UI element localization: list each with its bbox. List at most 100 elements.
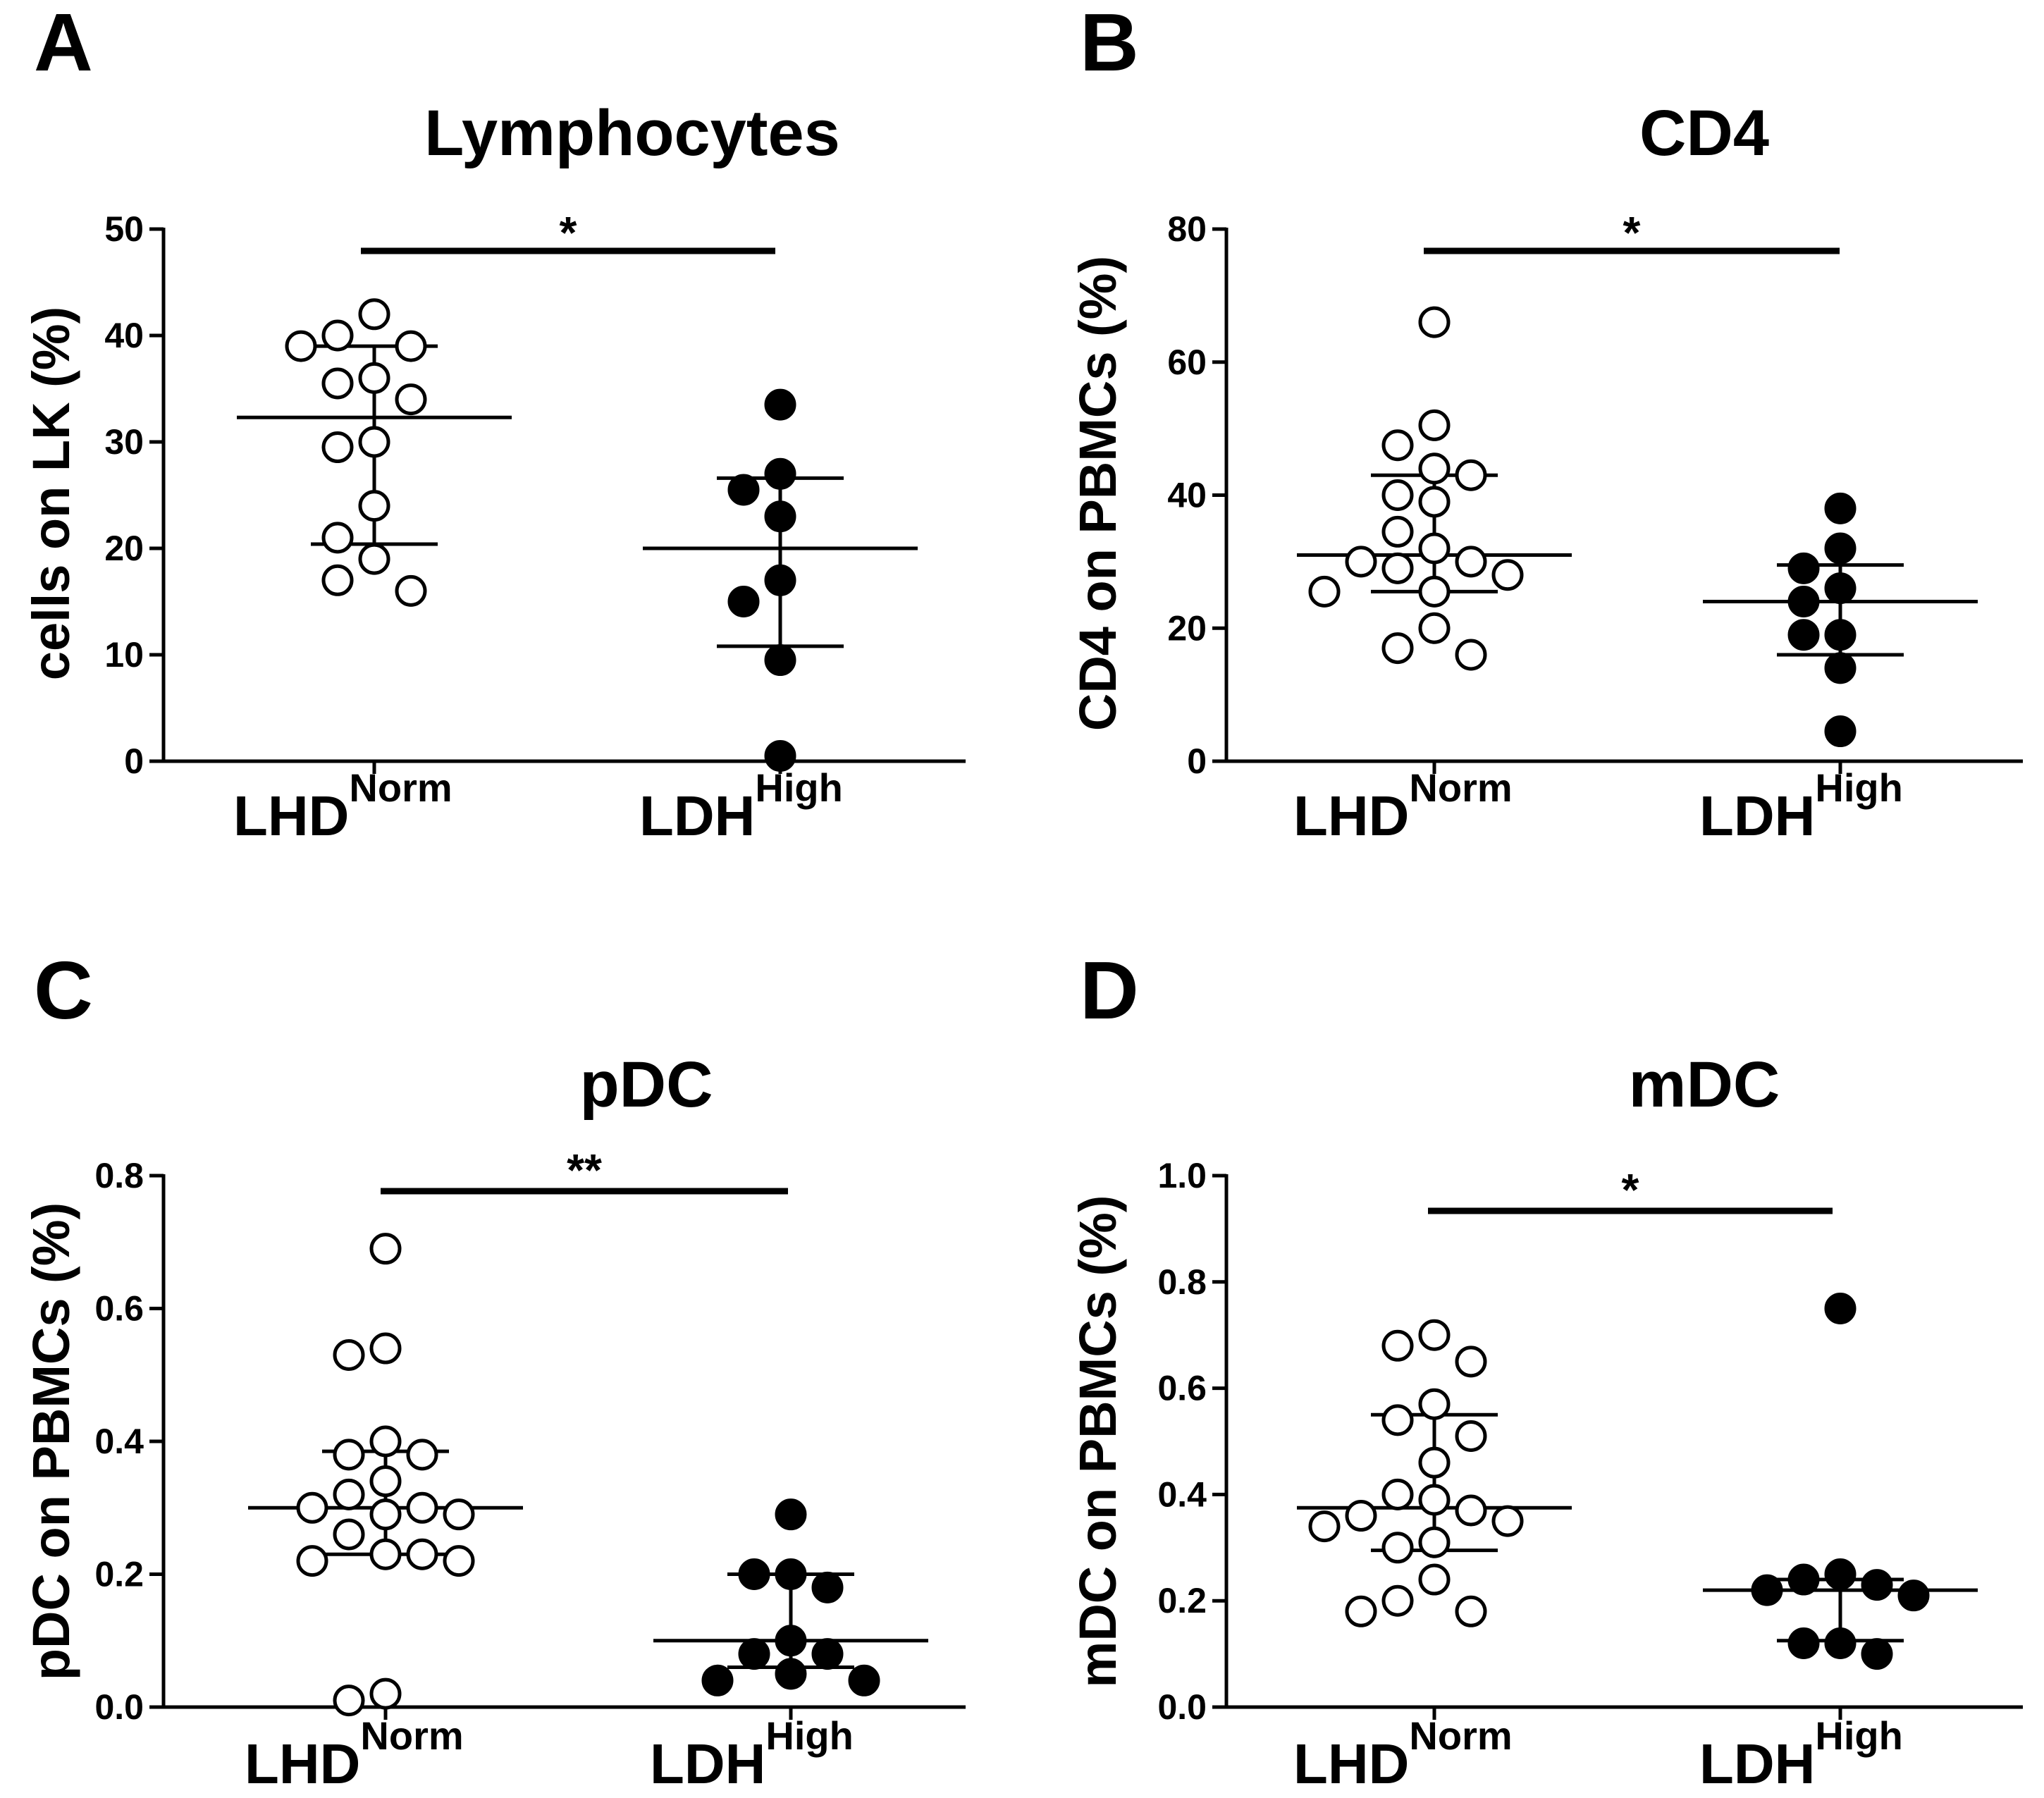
- group-ldh-norm: [1297, 306, 1572, 671]
- data-point: [1418, 409, 1451, 441]
- data-point: [1418, 452, 1451, 485]
- data-point: [727, 586, 760, 617]
- data-point: [764, 500, 796, 533]
- data-point: [1418, 1526, 1451, 1558]
- data-point: [443, 1545, 475, 1577]
- chart-title: Lymphocytes: [424, 97, 840, 169]
- data-point: [1824, 492, 1857, 524]
- y-tick-label: 0.2: [1157, 1581, 1207, 1620]
- y-tick-label: 20: [104, 529, 144, 568]
- y-tick-label: 50: [104, 209, 144, 249]
- panel-letter: D: [1080, 944, 1139, 1036]
- data-point: [764, 644, 796, 677]
- data-point: [1418, 1446, 1451, 1479]
- data-point: [1787, 1563, 1820, 1596]
- data-point: [1824, 1627, 1857, 1660]
- y-axis-label: mDC on PBMCs (%): [1069, 1195, 1127, 1688]
- category-superscript: Norm: [1409, 1713, 1512, 1758]
- data-point: [1824, 1558, 1857, 1590]
- y-tick-label: 1.0: [1157, 1156, 1207, 1195]
- data-point: [333, 1439, 365, 1471]
- category-superscript: High: [755, 765, 842, 810]
- data-point: [333, 1685, 365, 1717]
- data-point: [1455, 639, 1487, 671]
- data-point: [369, 1538, 402, 1570]
- data-point: [1824, 619, 1857, 651]
- chart-title: pDC: [579, 1049, 713, 1121]
- data-point: [406, 1439, 438, 1471]
- data-point: [775, 1558, 807, 1590]
- category-name: LHD: [233, 784, 349, 847]
- y-tick-label: 80: [1167, 209, 1207, 249]
- y-tick-label: 0: [1187, 741, 1207, 781]
- data-point: [764, 564, 796, 596]
- data-point: [369, 1498, 402, 1531]
- data-point: [1345, 1500, 1377, 1532]
- data-point: [1345, 546, 1377, 578]
- data-point: [848, 1664, 880, 1697]
- data-point: [1787, 552, 1820, 584]
- y-tick-label: 0.0: [94, 1687, 144, 1727]
- data-point: [395, 383, 427, 416]
- y-tick-label: 0.2: [94, 1555, 144, 1594]
- data-point: [395, 330, 427, 362]
- y-tick-label: 10: [104, 635, 144, 675]
- category-name: LDH: [1699, 784, 1815, 847]
- data-point: [1491, 559, 1524, 591]
- x-tick-label: LHDNorm: [245, 1713, 464, 1795]
- data-point: [285, 330, 317, 362]
- data-point: [369, 1465, 402, 1498]
- data-point: [1455, 546, 1487, 578]
- data-point: [1418, 1484, 1451, 1516]
- data-point: [406, 1491, 438, 1524]
- category-name: LHD: [1293, 784, 1409, 847]
- data-point: [1824, 715, 1857, 748]
- data-point: [369, 1425, 402, 1458]
- category-superscript: Norm: [349, 765, 452, 810]
- data-point: [443, 1498, 475, 1531]
- data-point: [358, 426, 390, 458]
- data-point: [358, 362, 390, 394]
- data-point: [775, 1498, 807, 1531]
- group-ldh-high: [653, 1498, 928, 1697]
- category-name: LDH: [1699, 1732, 1815, 1795]
- data-point: [1824, 652, 1857, 684]
- data-point: [321, 431, 354, 464]
- data-point: [1418, 532, 1451, 565]
- data-point: [358, 490, 390, 522]
- data-point: [321, 319, 354, 352]
- panel-a: A Lymphocytes 0 10 20 30 40 50 cells on LK (%) LH…: [22, 0, 966, 847]
- data-point: [321, 522, 354, 554]
- data-point: [1381, 1532, 1414, 1564]
- data-point: [811, 1638, 844, 1670]
- data-point: [1787, 1627, 1820, 1660]
- data-point: [1861, 1638, 1893, 1670]
- data-point: [738, 1638, 770, 1670]
- data-point: [1381, 1329, 1414, 1362]
- y-tick-label: 0.0: [1157, 1687, 1207, 1727]
- data-point: [1824, 532, 1857, 565]
- x-tick-label: LDHHigh: [1699, 765, 1903, 847]
- y-tick-label: 0.6: [94, 1289, 144, 1329]
- significance-label: *: [560, 207, 577, 258]
- x-tick-label: LDHHigh: [639, 765, 843, 847]
- data-point: [1418, 486, 1451, 518]
- data-point: [1308, 1510, 1341, 1543]
- data-point: [369, 1677, 402, 1710]
- x-tick-label: LHDNorm: [1293, 1713, 1513, 1795]
- data-point: [1418, 1388, 1451, 1420]
- category-superscript: High: [765, 1713, 853, 1758]
- data-point: [1381, 1584, 1414, 1617]
- data-point: [1824, 572, 1857, 605]
- data-point: [1381, 1478, 1414, 1510]
- data-point: [738, 1558, 770, 1590]
- x-tick-label: LHDNorm: [233, 765, 452, 847]
- data-point: [369, 1332, 402, 1365]
- data-point: [358, 543, 390, 575]
- data-point: [1381, 632, 1414, 665]
- category-superscript: High: [1815, 765, 1902, 810]
- category-name: LDH: [650, 1732, 765, 1795]
- data-point: [775, 1625, 807, 1657]
- panel-letter: C: [34, 944, 93, 1036]
